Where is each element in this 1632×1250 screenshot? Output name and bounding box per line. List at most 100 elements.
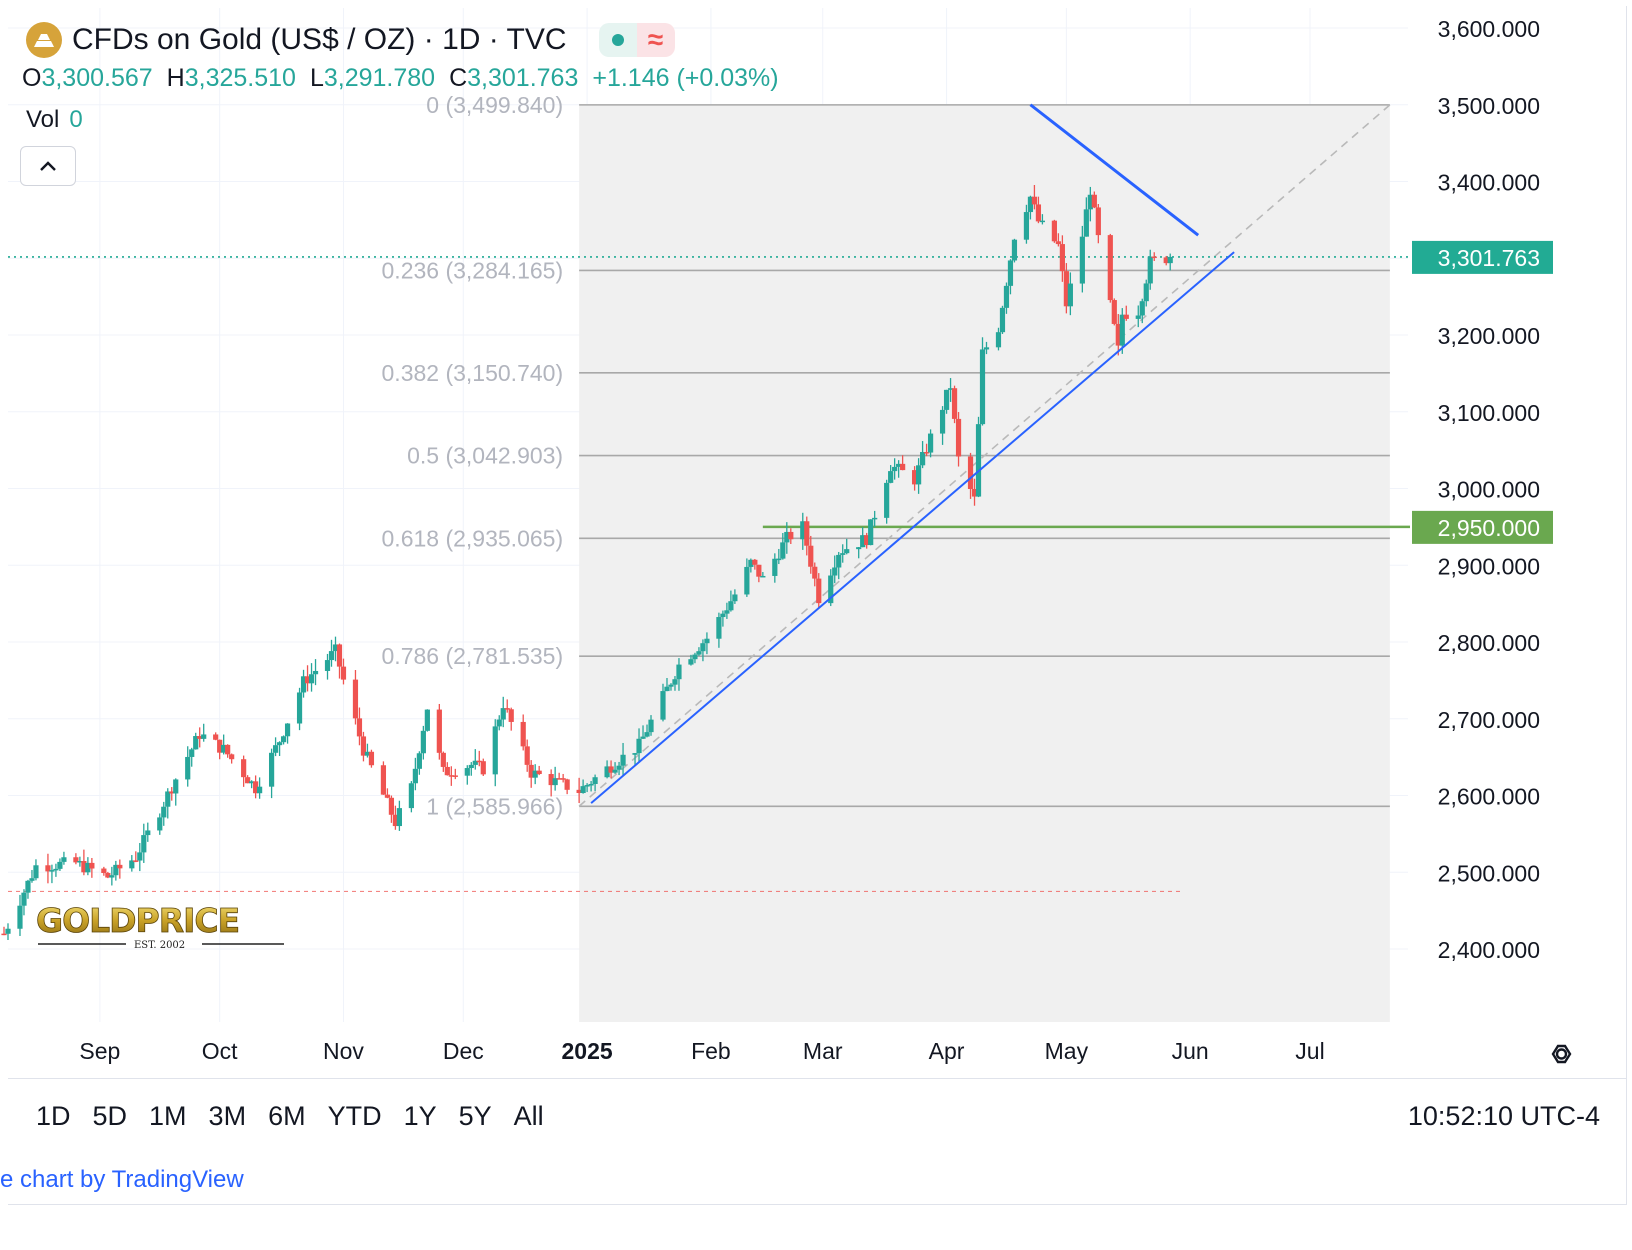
candle-body (1055, 241, 1061, 245)
candle-body (812, 566, 818, 579)
candle-body (716, 617, 722, 639)
open-value: 3,300.567 (41, 64, 153, 92)
candle-body (324, 660, 331, 671)
price-chart[interactable]: 0 (3,499.840) 0.236 (3,284.165) 0.382 (3,1… (0, 0, 1632, 1078)
market-status-pill[interactable]: ≈ (598, 23, 675, 57)
candle-body (975, 424, 982, 497)
candle-body (1011, 239, 1018, 261)
candle-body (1115, 323, 1121, 346)
candle-body (784, 531, 790, 543)
price-axis[interactable]: 3,600.0003,500.0003,400.0003,300.0003,20… (1412, 16, 1553, 963)
time-tick-label: Jul (1295, 1038, 1324, 1064)
candle-body (368, 751, 375, 766)
candle-body (352, 679, 359, 719)
price-tick-label: 2,500.000 (1438, 860, 1540, 886)
candle-body (201, 734, 207, 739)
chart-settings-icon[interactable] (1551, 1044, 1572, 1064)
candle-body (308, 674, 315, 684)
time-tick-label: 2025 (562, 1038, 613, 1064)
candle-body (1095, 207, 1101, 236)
range-all[interactable]: All (513, 1101, 544, 1131)
bottom-toolbar: 1D 5D 1M 3M 6M YTD 1Y 5Y All 10:52:10 UT… (8, 1078, 1626, 1153)
range-1m[interactable]: 1M (149, 1101, 187, 1131)
candle-body (109, 875, 115, 878)
candle-body (57, 861, 63, 869)
candle-body (999, 307, 1006, 333)
candle-body (1163, 257, 1169, 264)
candle-body (468, 764, 474, 769)
candle-body (1135, 315, 1141, 319)
candle-body (616, 765, 622, 770)
candle-body (105, 873, 111, 878)
candle-body (860, 535, 866, 548)
candle-body (328, 651, 335, 661)
time-tick-label: Jun (1172, 1038, 1209, 1064)
candle-body (584, 785, 590, 787)
candle-body (396, 808, 402, 827)
candle-body (1035, 204, 1042, 222)
candle-body (284, 723, 291, 737)
range-5y[interactable]: 5Y (458, 1101, 492, 1131)
candle-body (955, 418, 962, 457)
candle-body (919, 452, 926, 466)
candle-body (213, 734, 219, 740)
candle-body (788, 531, 794, 540)
volume-legend: Vol 0 (26, 106, 83, 134)
support-price-tag (1412, 510, 1553, 544)
candle-body (828, 575, 834, 604)
tradingview-credit-link[interactable]: e chart by TradingView (0, 1166, 244, 1193)
symbol-header[interactable]: CFDs on Gold (US$ / OZ) · 1D · TVC ≈ (26, 18, 675, 62)
candle-body (356, 718, 363, 737)
candle-body (760, 575, 766, 578)
candle-body (884, 482, 890, 518)
candle-body (943, 389, 950, 410)
candle-body (1051, 220, 1057, 242)
fibonacci-retracement[interactable]: 0 (3,499.840) 0.236 (3,284.165) 0.382 (3,1… (382, 92, 1391, 1022)
trendlines[interactable] (590, 103, 1235, 804)
candle-body (939, 409, 946, 434)
range-ytd[interactable]: YTD (327, 1101, 382, 1131)
candle-body (772, 558, 778, 576)
candle-body (967, 456, 974, 489)
candle-body (800, 521, 806, 540)
low-key: L (309, 64, 324, 92)
candle-body (161, 806, 167, 818)
svg-text:EST. 2002: EST. 2002 (134, 940, 185, 951)
range-3m[interactable]: 3M (208, 1101, 247, 1131)
candle-body (696, 651, 702, 655)
candle-body (444, 766, 450, 776)
candle-body (101, 868, 107, 874)
candle-body (868, 519, 874, 546)
collapse-legend-button[interactable] (20, 146, 76, 186)
range-1d[interactable]: 1D (36, 1101, 71, 1131)
time-tick-label: Dec (443, 1038, 484, 1064)
candle-body (436, 709, 442, 753)
candle-body (1031, 196, 1038, 205)
candle-body (133, 860, 139, 862)
candle-body (979, 349, 986, 425)
low-value: 3,291.780 (323, 64, 436, 92)
candle-body (173, 779, 179, 794)
time-axis[interactable]: Sep Oct Nov Dec 2025 Feb Mar Apr May Jun Jul (79, 1038, 1324, 1064)
candle-body (33, 865, 39, 879)
candle-body (912, 470, 918, 485)
candle-body (500, 708, 506, 720)
fib-level-label: 0.618 (2,935.065) (382, 525, 564, 551)
candles (1, 184, 1173, 941)
candle-body (1167, 256, 1173, 264)
candle-body (548, 774, 554, 786)
candle-body (660, 691, 666, 720)
range-6m[interactable]: 6M (268, 1101, 306, 1131)
candle-body (129, 860, 135, 869)
range-1y[interactable]: 1Y (403, 1101, 437, 1131)
ohlc-legend: O3,300.567 H3,325.510 L3,291.780 C3,301.763… (22, 64, 793, 93)
time-tick-label: Nov (323, 1038, 364, 1064)
candle-body (536, 770, 542, 775)
candle-body (169, 791, 175, 794)
candle-body (832, 567, 838, 576)
range-5d[interactable]: 5D (92, 1101, 128, 1131)
candle-body (508, 709, 514, 722)
candle-body (520, 721, 526, 747)
timezone-clock[interactable]: 10:52:10 UTC-4 (1407, 1101, 1600, 1131)
candle-body (312, 670, 319, 675)
